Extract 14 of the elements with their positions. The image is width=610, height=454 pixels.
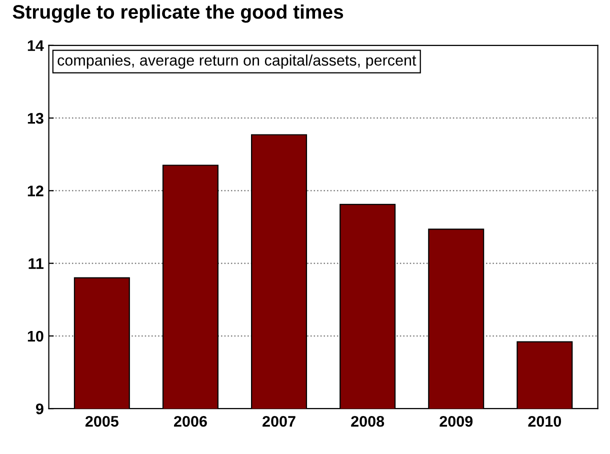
y-tick-label: 14 <box>28 40 44 51</box>
y-tick-label: 10 <box>28 330 44 342</box>
y-tick-label: 11 <box>28 258 44 269</box>
x-tick-label: 2005 <box>85 416 118 427</box>
x-tick-label: 2006 <box>174 416 207 427</box>
chart-title: Struggle to replicate the good times <box>12 4 344 23</box>
y-tick-label: 13 <box>28 112 44 124</box>
text: companies, average return on capital/assets, percent <box>58 54 416 69</box>
y-tick-label: 9 <box>36 403 44 414</box>
y-tick-label: 12 <box>28 186 44 196</box>
x-tick-label: 2008 <box>351 416 384 427</box>
x-tick-label: 2009 <box>440 416 473 427</box>
x-tick-label: 2007 <box>262 416 296 427</box>
x-tick-label: 2010 <box>528 416 562 427</box>
